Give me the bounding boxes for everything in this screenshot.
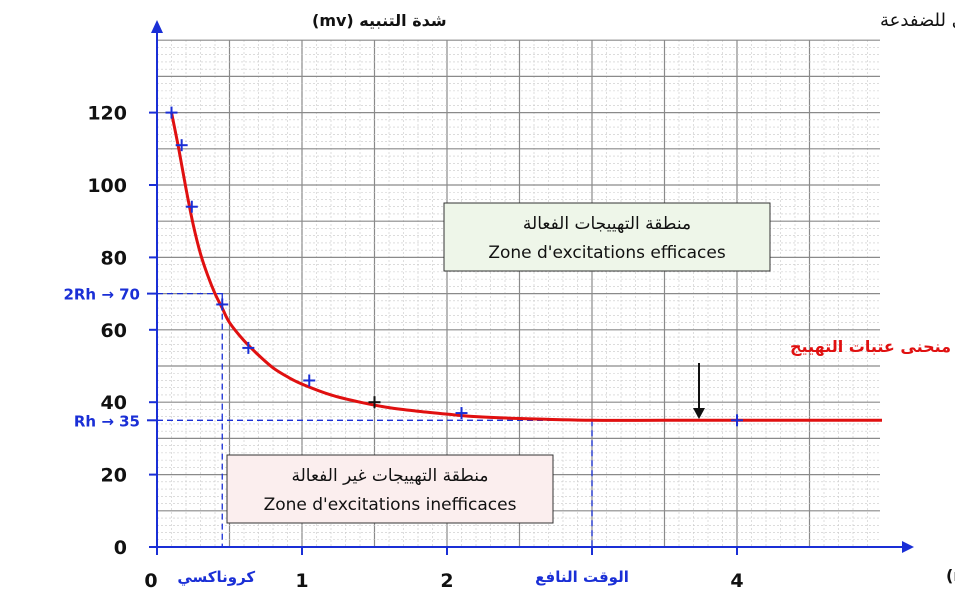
data-point-marker	[216, 298, 229, 311]
x-tick-label: 0	[144, 570, 157, 592]
effective-region-box	[443, 202, 771, 272]
curve-label-arrow-head	[693, 408, 705, 419]
effective-region-label-fr: Zone d'excitations efficaces	[488, 243, 726, 263]
y-tick-label: 60	[101, 320, 127, 342]
data-point-marker	[731, 414, 743, 427]
y-axis-title: شدة التنبيه (mv)	[312, 11, 447, 30]
data-point-marker	[165, 106, 178, 119]
ineffective-region-label-fr: Zone d'excitations inefficaces	[264, 495, 517, 515]
data-point-marker	[455, 407, 468, 420]
y-tick-label: 100	[87, 175, 127, 197]
y-tick-label: 20	[101, 465, 127, 487]
x-axis-title: مدة التنبيه (ms)	[946, 566, 955, 585]
y-reference-label: Rh → 35	[74, 412, 140, 430]
x-tick-label: 1	[295, 570, 308, 592]
data-point-marker	[185, 200, 198, 213]
point-markers	[165, 106, 743, 427]
x-tick-label: 2	[440, 570, 453, 592]
chart-title: منحنى اهتياجية العصب الوركي للضفدعة	[880, 10, 955, 31]
y-tick-label: 80	[101, 247, 127, 269]
threshold-curve	[170, 112, 882, 422]
ineffective-region-box	[226, 454, 554, 524]
x-reference-label: الوقت النافع	[535, 568, 629, 586]
axes	[147, 20, 914, 555]
y-axis-arrow	[151, 20, 163, 33]
ineffective-region-label-ar: منطقة التهييجات غير الفعالة	[292, 466, 489, 486]
curve-label: منحنى عتبات التهييج	[790, 337, 951, 356]
y-tick-label: 40	[101, 392, 127, 414]
dashed-guides	[157, 292, 593, 547]
data-point-marker	[368, 396, 381, 409]
x-reference-label: كروناكسي	[177, 568, 255, 586]
effective-region-label-ar: منطقة التهييجات الفعالة	[523, 214, 691, 234]
y-reference-label: 2Rh → 70	[63, 286, 140, 304]
curve-layer	[170, 112, 882, 422]
y-tick-label: 120	[87, 103, 127, 125]
x-axis-arrow	[902, 541, 914, 553]
data-point-marker	[303, 374, 316, 387]
y-tick-label: 0	[114, 537, 127, 559]
data-point-marker	[242, 341, 255, 354]
x-tick-label: 4	[730, 570, 743, 592]
data-point-marker	[175, 139, 188, 152]
